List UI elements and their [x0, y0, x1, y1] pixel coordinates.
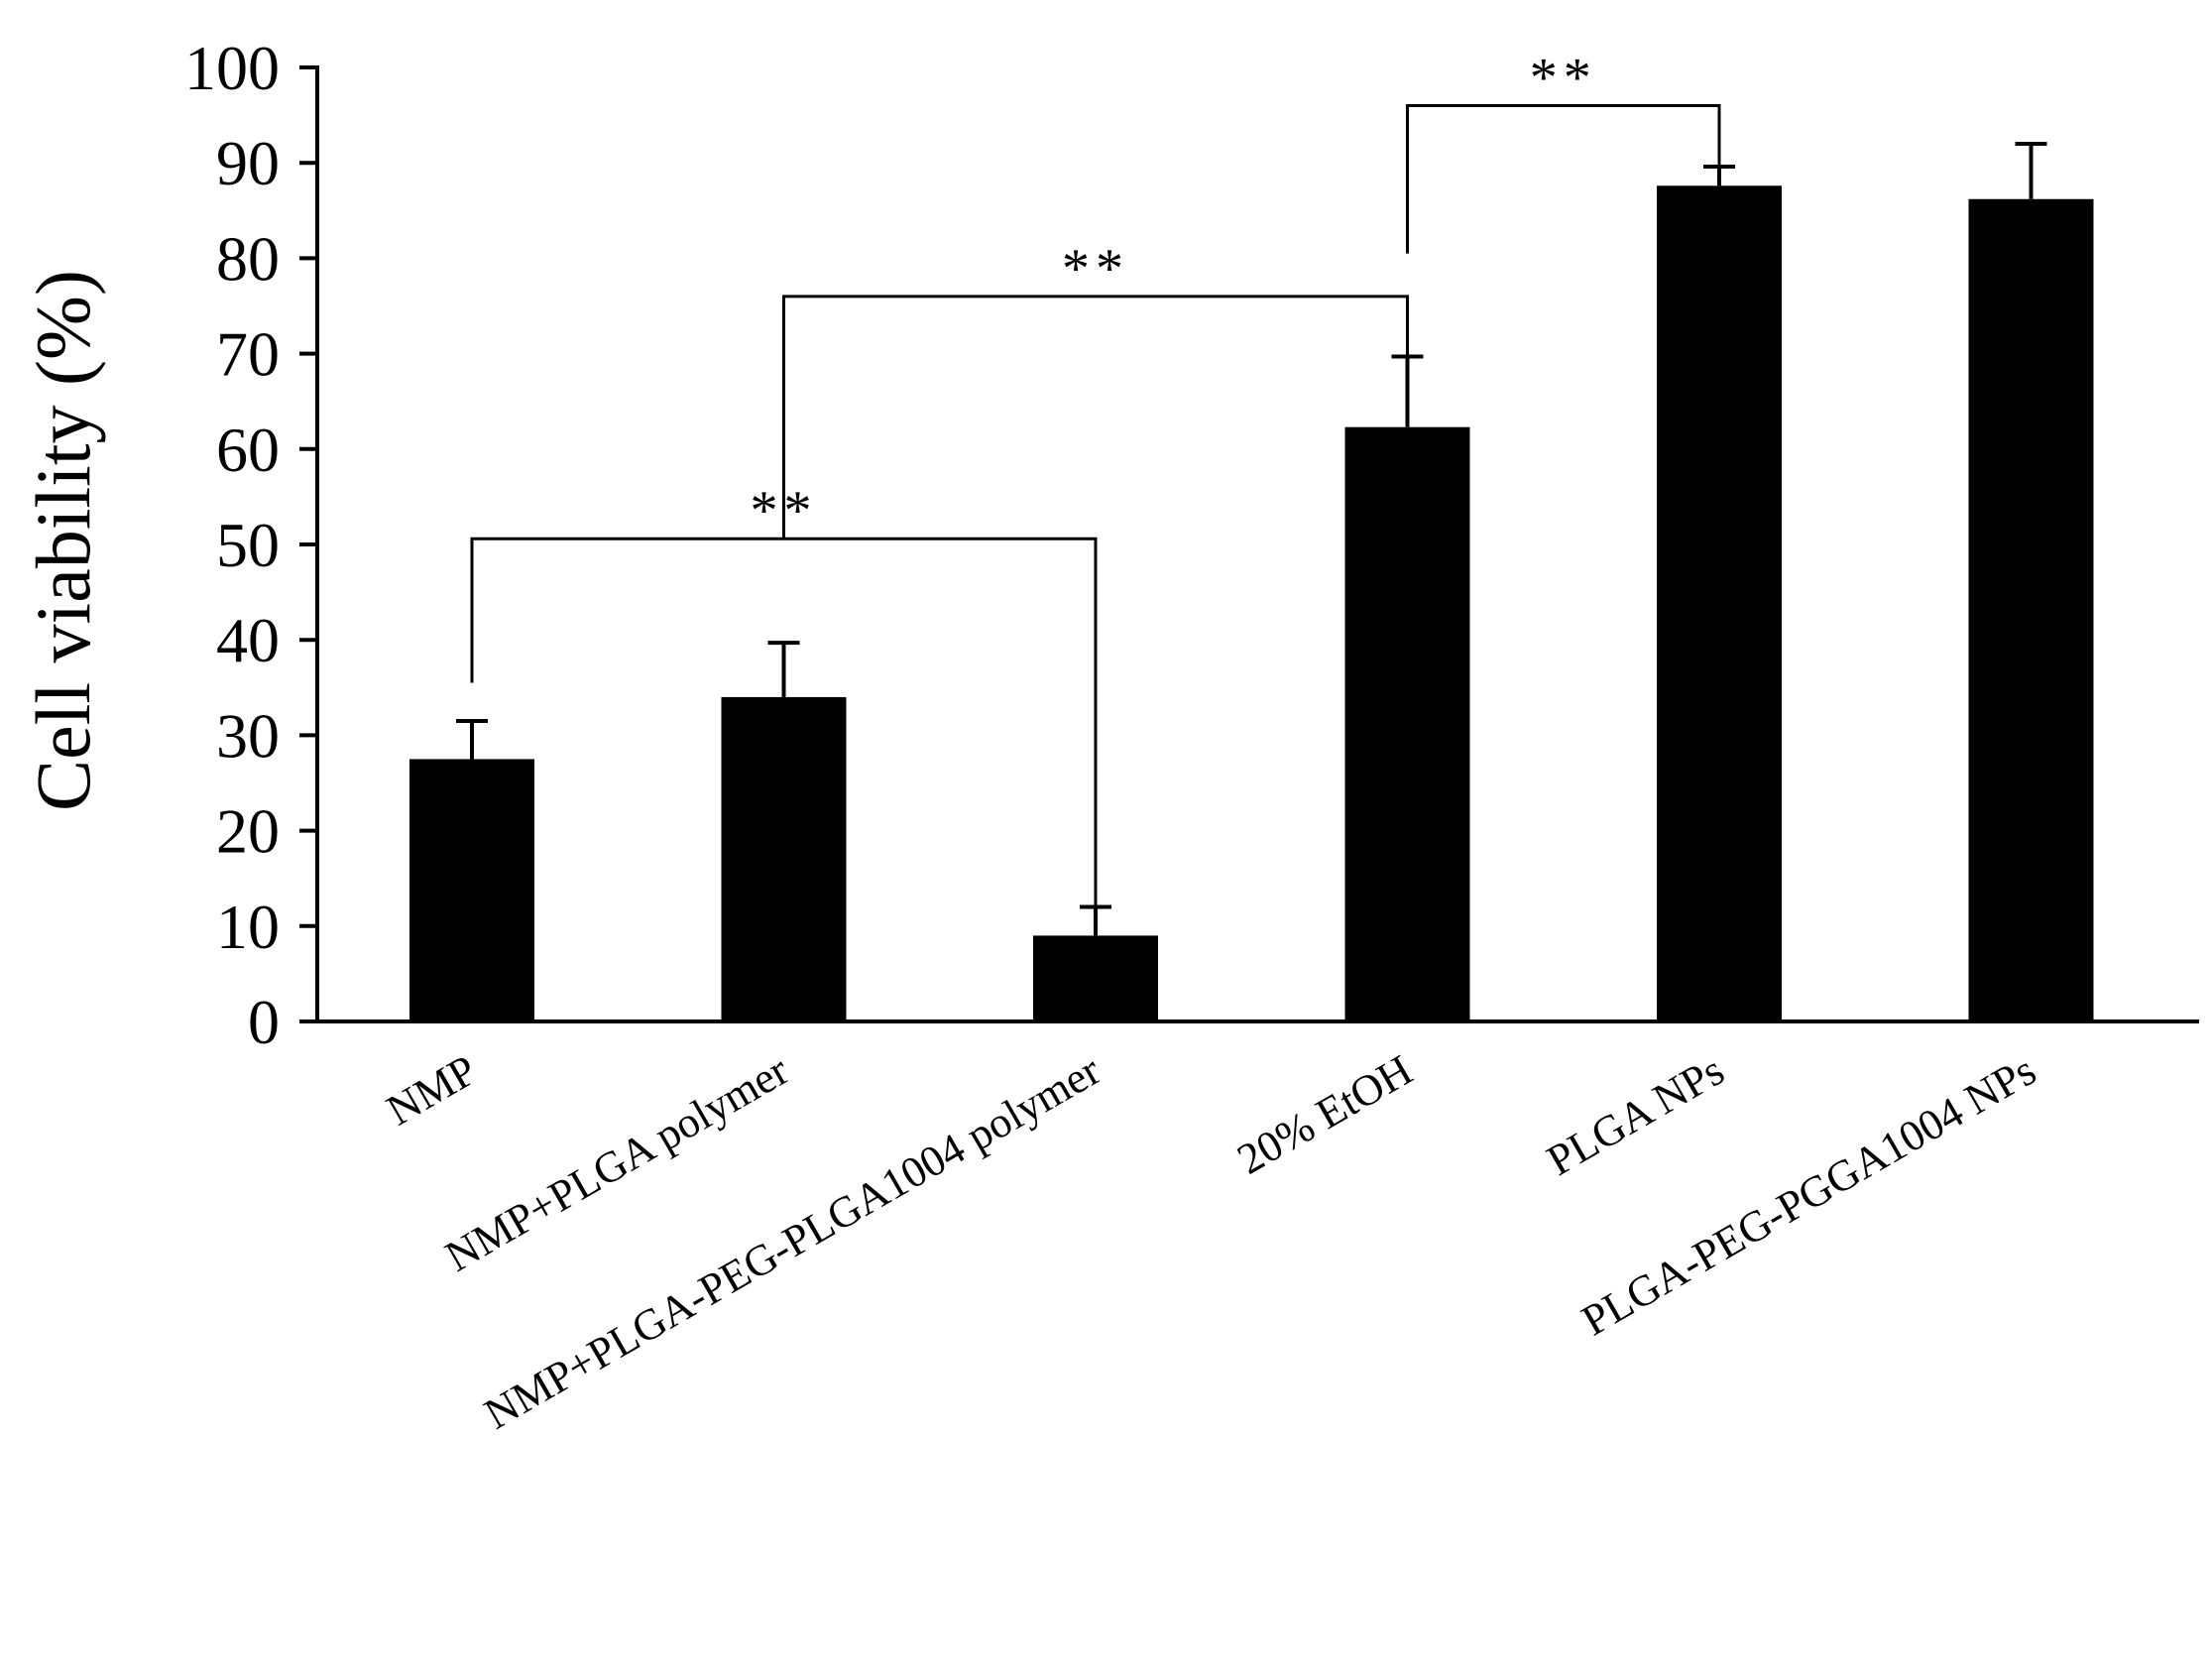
bar: [1968, 198, 2094, 1022]
y-tick-label: 90: [216, 128, 280, 198]
y-tick-label: 10: [216, 892, 280, 962]
y-tick-label: 100: [184, 33, 280, 103]
bar: [409, 759, 534, 1021]
significance-label: **: [1530, 47, 1597, 108]
category-label: NMP+PLGA-PEG-PLGA1004 polymer: [476, 1045, 1108, 1439]
y-tick-label: 40: [216, 605, 280, 675]
y-tick-label: 60: [216, 415, 280, 485]
bar: [1657, 185, 1782, 1022]
bars: [409, 185, 2094, 1022]
bar: [721, 696, 847, 1021]
axes: [315, 65, 2199, 1023]
y-tick-label: 30: [216, 700, 280, 771]
category-label: PLGA NPs: [1539, 1045, 1732, 1185]
y-tick-label: 70: [216, 319, 280, 390]
significance-bracket: [782, 295, 1409, 539]
bar: [1033, 935, 1158, 1021]
category-label: 20% EtOH: [1229, 1045, 1421, 1184]
y-axis-title: Cell viability (%): [20, 270, 106, 811]
category-label: NMP: [379, 1045, 485, 1135]
y-ticks: 0 10 20 30 40 50 60 70 80 90 100: [184, 33, 317, 1057]
significance-label: **: [1062, 238, 1129, 299]
bar: [1344, 426, 1470, 1021]
significance-bracket: [1406, 103, 1721, 254]
significance-brackets: ** ** **: [470, 47, 1721, 907]
significance-label: **: [751, 480, 818, 541]
error-bars: [456, 141, 2047, 936]
y-tick-label: 50: [216, 510, 280, 580]
y-tick-label: 80: [216, 223, 280, 294]
y-tick-label: 0: [248, 987, 280, 1057]
y-tick-label: 20: [216, 796, 280, 867]
